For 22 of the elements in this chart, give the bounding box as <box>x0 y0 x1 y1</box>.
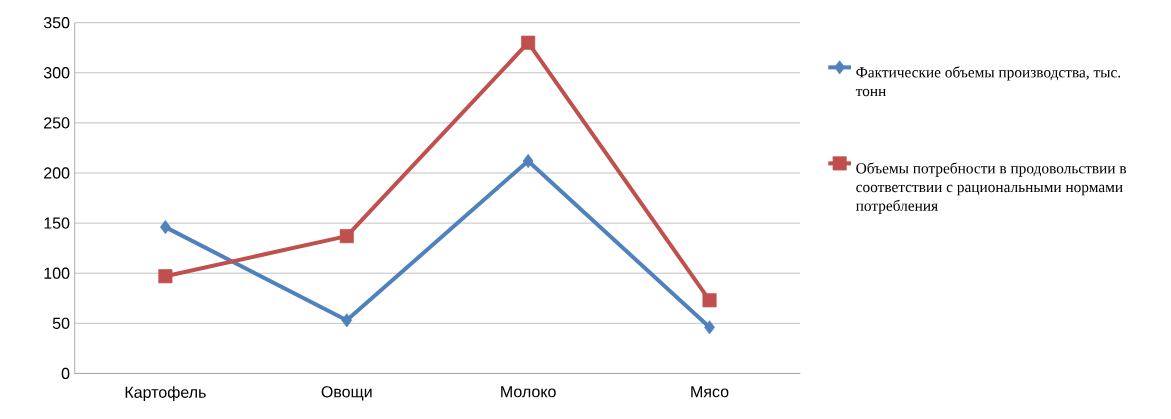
x-tick-label: Картофель <box>125 386 206 402</box>
y-tick-label: 250 <box>44 117 70 129</box>
point <box>158 269 173 284</box>
x-tick-label: Молоко <box>501 386 556 398</box>
point <box>704 320 715 335</box>
y-tick-label: 150 <box>44 217 70 229</box>
point <box>521 35 536 50</box>
point <box>702 293 717 308</box>
y-tick-label: 100 <box>44 267 70 279</box>
y-tick-label: 200 <box>44 167 70 179</box>
legend-label: Фактические объемы производства, тыс. тонн <box>855 66 1121 97</box>
legend-label: Объемы потребности в продовольствии в соответствии с рациональными нормами потребления <box>855 162 1127 215</box>
x-tick-label: Овощи <box>321 386 372 401</box>
y-tick-label: 50 <box>52 317 70 330</box>
y-tick-label: 300 <box>43 67 70 79</box>
y-tick-label: 350 <box>43 17 70 29</box>
x-tick-label: Мясо <box>691 386 729 398</box>
point <box>339 229 354 244</box>
point <box>522 154 534 169</box>
point <box>160 220 171 235</box>
y-tick-label: 0 <box>61 367 70 380</box>
point <box>341 313 353 328</box>
